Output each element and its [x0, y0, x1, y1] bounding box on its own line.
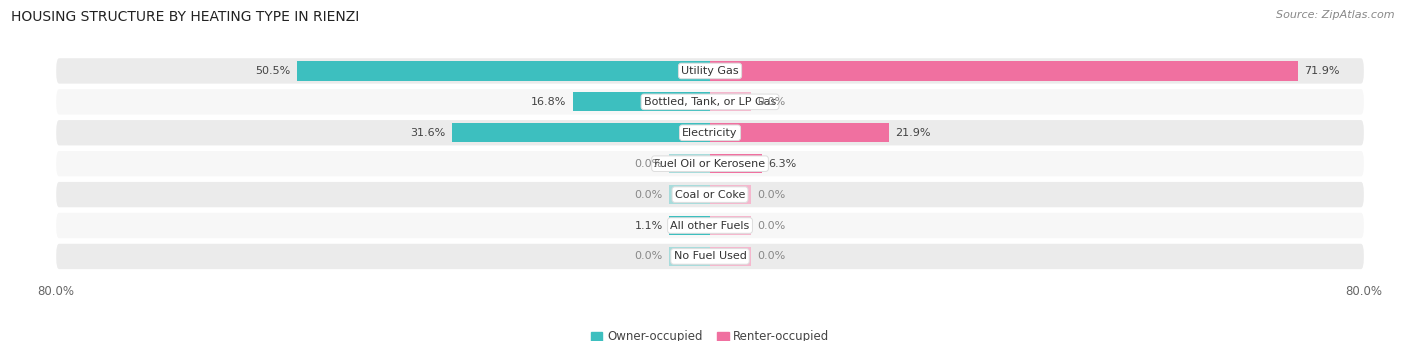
FancyBboxPatch shape	[56, 58, 1364, 84]
Text: Fuel Oil or Kerosene: Fuel Oil or Kerosene	[654, 159, 766, 169]
Text: 0.0%: 0.0%	[634, 251, 662, 262]
Text: 0.0%: 0.0%	[758, 97, 786, 107]
Bar	[710, 154, 762, 173]
Bar	[572, 92, 710, 112]
Text: All other Fuels: All other Fuels	[671, 221, 749, 231]
Bar	[451, 123, 710, 142]
Text: 16.8%: 16.8%	[531, 97, 567, 107]
Text: Utility Gas: Utility Gas	[682, 66, 738, 76]
Text: 0.0%: 0.0%	[634, 190, 662, 199]
Text: Electricity: Electricity	[682, 128, 738, 138]
Bar	[710, 247, 751, 266]
FancyBboxPatch shape	[56, 213, 1364, 238]
Text: 1.1%: 1.1%	[634, 221, 662, 231]
Text: 0.0%: 0.0%	[758, 251, 786, 262]
Text: HOUSING STRUCTURE BY HEATING TYPE IN RIENZI: HOUSING STRUCTURE BY HEATING TYPE IN RIE…	[11, 10, 360, 24]
Bar	[710, 123, 889, 142]
FancyBboxPatch shape	[56, 120, 1364, 146]
Text: 71.9%: 71.9%	[1305, 66, 1340, 76]
Bar	[710, 216, 751, 235]
Text: Coal or Coke: Coal or Coke	[675, 190, 745, 199]
Bar	[297, 61, 710, 80]
Text: No Fuel Used: No Fuel Used	[673, 251, 747, 262]
Bar	[669, 216, 710, 235]
Text: 0.0%: 0.0%	[634, 159, 662, 169]
Text: Source: ZipAtlas.com: Source: ZipAtlas.com	[1277, 10, 1395, 20]
FancyBboxPatch shape	[56, 151, 1364, 176]
Bar	[710, 61, 1298, 80]
Bar	[669, 247, 710, 266]
Text: 0.0%: 0.0%	[758, 190, 786, 199]
Bar	[669, 185, 710, 204]
FancyBboxPatch shape	[56, 182, 1364, 207]
FancyBboxPatch shape	[56, 89, 1364, 115]
FancyBboxPatch shape	[56, 244, 1364, 269]
Text: 21.9%: 21.9%	[896, 128, 931, 138]
Text: 6.3%: 6.3%	[768, 159, 796, 169]
Legend: Owner-occupied, Renter-occupied: Owner-occupied, Renter-occupied	[586, 325, 834, 341]
Text: 31.6%: 31.6%	[411, 128, 446, 138]
Bar	[710, 92, 751, 112]
Bar	[669, 154, 710, 173]
Text: 0.0%: 0.0%	[758, 221, 786, 231]
Bar	[710, 185, 751, 204]
Text: 50.5%: 50.5%	[256, 66, 291, 76]
Text: Bottled, Tank, or LP Gas: Bottled, Tank, or LP Gas	[644, 97, 776, 107]
